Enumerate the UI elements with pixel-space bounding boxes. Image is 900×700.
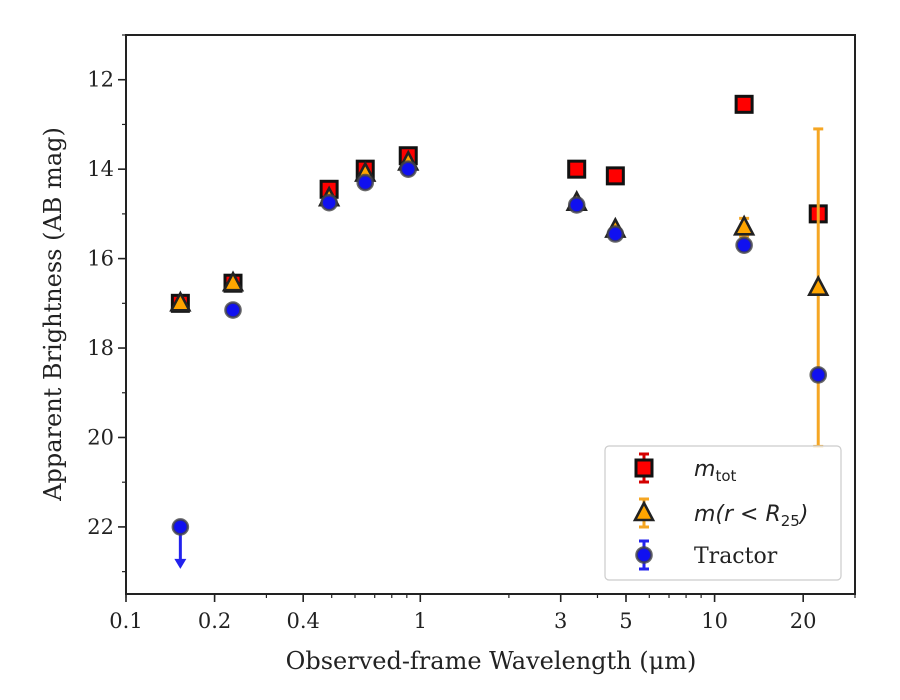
x-tick-label: 1 <box>414 609 427 633</box>
data-point-marker <box>605 166 625 186</box>
data-point-marker <box>807 274 830 296</box>
y-tick-label: 12 <box>87 68 114 92</box>
x-tick-label: 0.4 <box>286 609 319 633</box>
legend: mtot m(r < R25) Tractor <box>604 445 842 581</box>
data-point-marker <box>356 173 375 192</box>
y-tick-label: 14 <box>87 157 114 181</box>
axes-layer: 12 14 16 18 20 22 0.1 0.2 0.4 1 3 5 10 20 <box>87 34 856 633</box>
upper-limit-arrowhead <box>174 558 187 569</box>
x-tick-label: 10 <box>701 609 728 633</box>
x-tick-label: 3 <box>554 609 567 633</box>
legend-box <box>604 445 842 581</box>
plot-layer <box>169 94 830 569</box>
y-axis-title: Apparent Brightness (AB mag) <box>39 127 67 502</box>
x-tick-label: 0.2 <box>198 609 231 633</box>
legend-label: mtot <box>694 457 736 485</box>
x-tick-label: 5 <box>619 609 632 633</box>
y-tick-label: 22 <box>87 515 114 539</box>
data-point-marker <box>734 94 754 114</box>
data-point-marker <box>224 301 242 319</box>
axes-frame <box>125 34 856 595</box>
data-point-marker <box>320 193 338 212</box>
y-tick-label: 16 <box>87 247 114 271</box>
legend-label: Tractor <box>694 544 778 569</box>
data-point-marker <box>809 366 828 384</box>
data-point-marker <box>606 225 625 243</box>
x-tick-label: 20 <box>790 609 817 633</box>
data-point-marker <box>732 214 756 236</box>
x-axis-title: Observed-frame Wavelength (μm) <box>286 647 697 675</box>
data-point-marker <box>221 270 245 292</box>
data-point-marker <box>169 290 192 312</box>
legend-label: m(r < R25) <box>694 502 808 530</box>
y-tick-label: 20 <box>87 425 114 449</box>
legend-marker <box>634 458 654 478</box>
data-point-marker <box>171 518 190 536</box>
data-point-marker <box>567 159 587 179</box>
legend-marker <box>635 546 653 564</box>
data-point-marker <box>735 236 753 254</box>
x-tick-label: 0.1 <box>109 609 142 633</box>
data-point-marker <box>567 196 586 214</box>
series-circle <box>171 160 828 569</box>
data-point-marker <box>399 160 418 178</box>
y-tick-label: 18 <box>87 336 114 360</box>
legend-marker <box>632 500 656 522</box>
